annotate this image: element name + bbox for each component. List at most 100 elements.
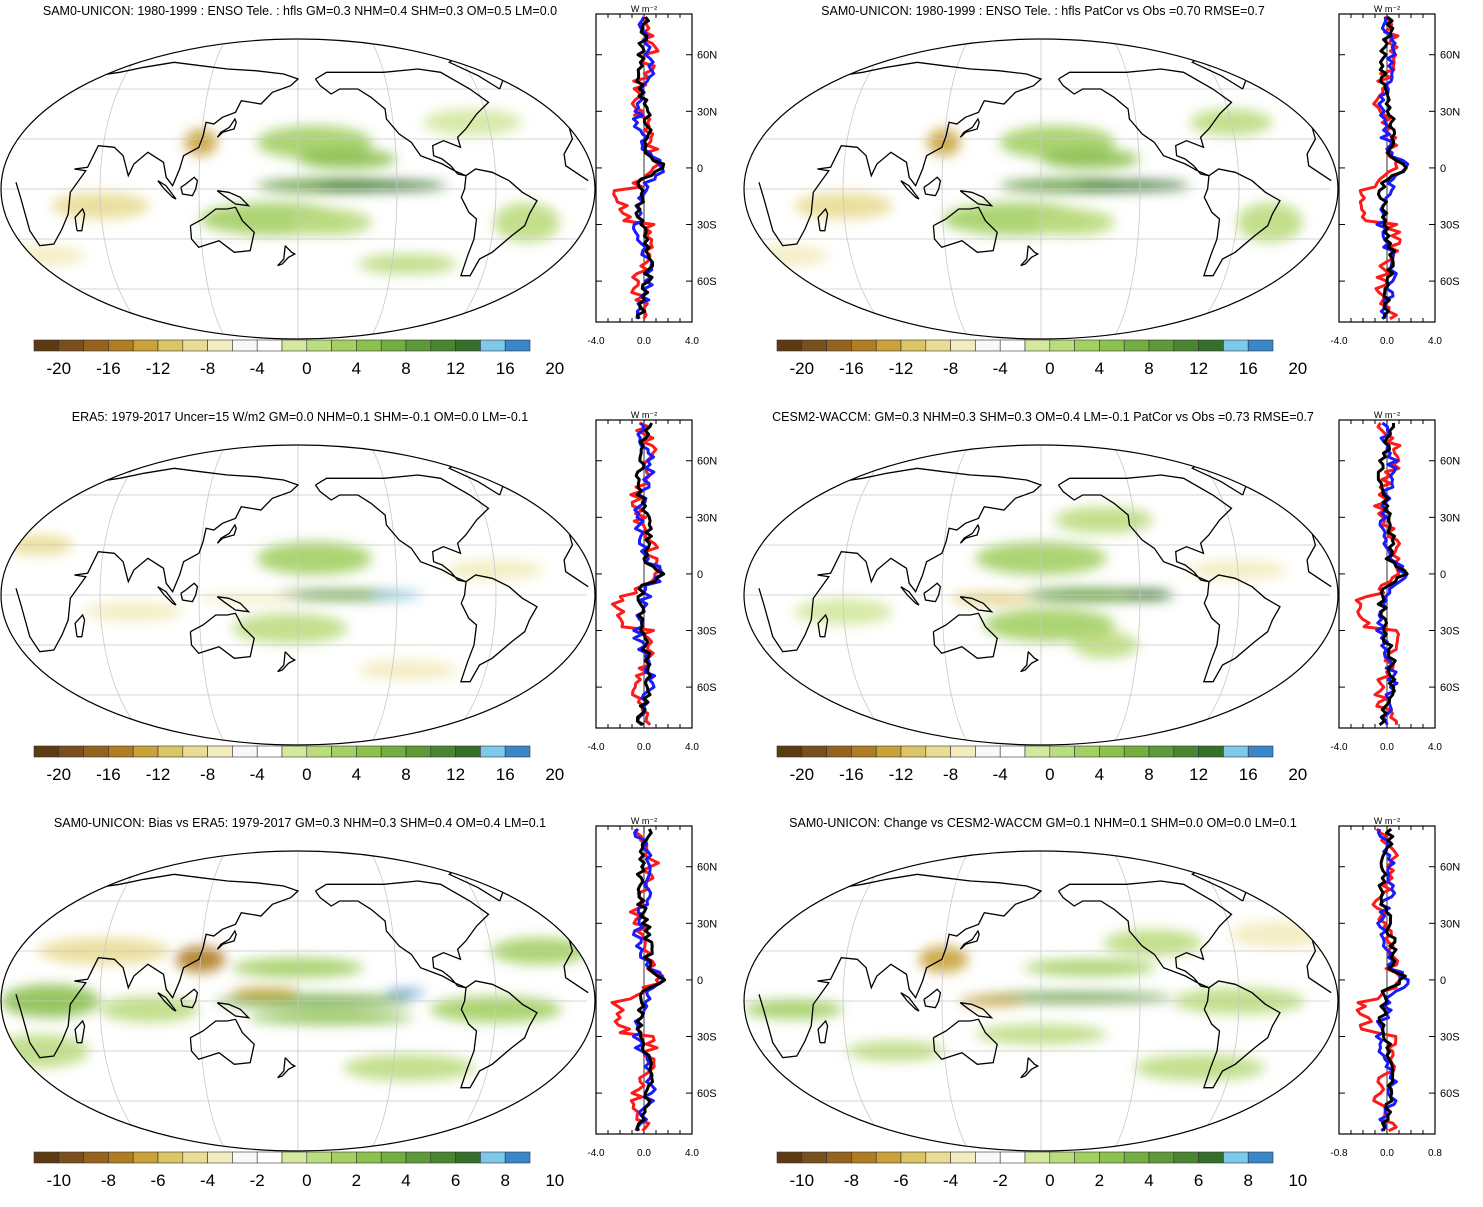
colorbar-label: 10 [545, 1171, 564, 1190]
colorbar-label: 8 [500, 1171, 509, 1190]
profile-line-model [610, 421, 663, 726]
profile-line-model [610, 828, 665, 1132]
colorbar-label: -12 [889, 359, 914, 378]
colorbar-label: -8 [943, 765, 958, 784]
profile-lat-tick: 30S [1440, 220, 1460, 232]
anomaly-region [974, 992, 1173, 1003]
colorbar-cell [33, 745, 60, 758]
map-figure: -10 -8 -6 -4 -2 0 2 4 6 8 10 60N 30N 0 30S 60S -4.0 0.0 4.… [0, 816, 717, 1190]
profile-lat-tick: 30S [1440, 1032, 1460, 1044]
profile-x-tick: -4.0 [587, 1148, 605, 1159]
colorbar-label: -4 [943, 1171, 958, 1190]
colorbar-cell [232, 1151, 258, 1164]
colorbar-label: 4 [352, 359, 361, 378]
colorbar-cell [380, 1151, 407, 1164]
map-title: CESM2-WACCM: GM=0.3 NHM=0.3 SHM=0.3 OM=0… [772, 410, 1314, 424]
colorbar-cell [975, 745, 1001, 758]
graticule [1, 445, 587, 745]
colorbar-cell [1223, 745, 1249, 758]
colorbar-label: 8 [1144, 359, 1153, 378]
colorbar-label: -20 [47, 765, 72, 784]
colorbar-cell [776, 1151, 803, 1164]
colorbar-cell [776, 745, 803, 758]
profile-x-tick: -0.8 [1330, 1148, 1348, 1159]
anomaly-region [358, 254, 458, 274]
zonal-profile: 60N 30N 0 30S 60S -4.0 0.0 4.0 W m⁻² [1330, 4, 1460, 347]
colorbar-label: -20 [47, 359, 72, 378]
map-border [743, 38, 1339, 340]
colorbar-cell [430, 339, 456, 352]
anomaly-region [493, 202, 560, 243]
colorbar-cell [801, 1151, 827, 1164]
colorbar-cell [950, 1151, 976, 1164]
colorbar-cell [1024, 1151, 1051, 1164]
colorbar-cell [58, 1151, 84, 1164]
colorbar-cell [900, 339, 927, 352]
colorbar-cell [108, 339, 134, 352]
colorbar-cell [455, 1151, 481, 1164]
profile-lat-tick: 60N [1440, 456, 1460, 468]
colorbar-cell [157, 339, 184, 352]
colorbar-cell [182, 745, 208, 758]
colorbar-cell [83, 339, 109, 352]
colorbar-label: -12 [146, 765, 171, 784]
colorbar-label: 4 [1144, 1171, 1153, 1190]
colorbar-label: 20 [545, 765, 564, 784]
colorbar-cell [875, 745, 902, 758]
colorbar-label: 6 [1194, 1171, 1203, 1190]
profile-line-model [612, 16, 661, 320]
colorbar-cell [851, 1151, 877, 1164]
colorbar-cell [108, 1151, 134, 1164]
profile-lat-tick: 0 [1440, 569, 1446, 581]
profile-lat-tick: 60S [697, 682, 717, 694]
profile-lat-tick: 30S [697, 220, 717, 232]
anomaly-region [289, 209, 372, 236]
colorbar-cell [232, 339, 258, 352]
colorbar-cell [480, 1151, 506, 1164]
colorbar-cell [132, 339, 159, 352]
anomaly-region [1236, 202, 1303, 243]
profile-units: W m⁻² [1374, 4, 1400, 14]
profile-units: W m⁻² [631, 410, 657, 420]
colorbar-label: -16 [839, 359, 864, 378]
colorbar-cell [256, 1151, 283, 1164]
colorbar-cell [1223, 339, 1249, 352]
profile-lat-tick: 60S [697, 1088, 717, 1100]
colorbar-cell [1198, 339, 1224, 352]
colorbar-label: 16 [1239, 359, 1258, 378]
colorbar-cell [1198, 745, 1224, 758]
profile-x-tick: 0.0 [637, 336, 651, 347]
map-field [1, 39, 595, 339]
profile-line-model [1358, 15, 1402, 321]
colorbar-label: 12 [1189, 359, 1208, 378]
anomaly-region [232, 613, 348, 644]
profile-lat-tick: 60N [1440, 50, 1460, 62]
colorbar-label: 0 [1045, 765, 1054, 784]
anomaly-region [1024, 959, 1157, 976]
colorbar-cell [925, 1151, 951, 1164]
profile-lat-tick: 30S [697, 626, 717, 638]
colorbar-label: 8 [1144, 765, 1153, 784]
colorbar-cell [281, 1151, 308, 1164]
map-border [743, 850, 1339, 1152]
profile-x-tick: 0.0 [1380, 336, 1394, 347]
profile-x-tick: 0.8 [1428, 1148, 1442, 1159]
colorbar: -10 -8 -6 -4 -2 0 2 4 6 8 10 [776, 1151, 1307, 1190]
colorbar-cell [1074, 1151, 1100, 1164]
colorbar-cell [480, 745, 506, 758]
profile-units: W m⁻² [631, 816, 657, 826]
colorbar-label: -6 [893, 1171, 908, 1190]
anomaly-region [1032, 209, 1115, 236]
profile-lat-tick: 30N [697, 918, 717, 930]
colorbar-cell [281, 339, 308, 352]
map-field [744, 851, 1338, 1151]
colorbar-cell [1049, 1151, 1075, 1164]
anomaly-region [3, 245, 86, 266]
colorbar-cell [1247, 1151, 1274, 1164]
profile-x-tick: -4.0 [587, 742, 605, 753]
colorbar-cell [33, 1151, 60, 1164]
colorbar-label: 4 [1095, 359, 1104, 378]
colorbar-cell [801, 339, 827, 352]
profile-line-ref [635, 828, 667, 1132]
profile-x-tick: 4.0 [1428, 742, 1442, 753]
